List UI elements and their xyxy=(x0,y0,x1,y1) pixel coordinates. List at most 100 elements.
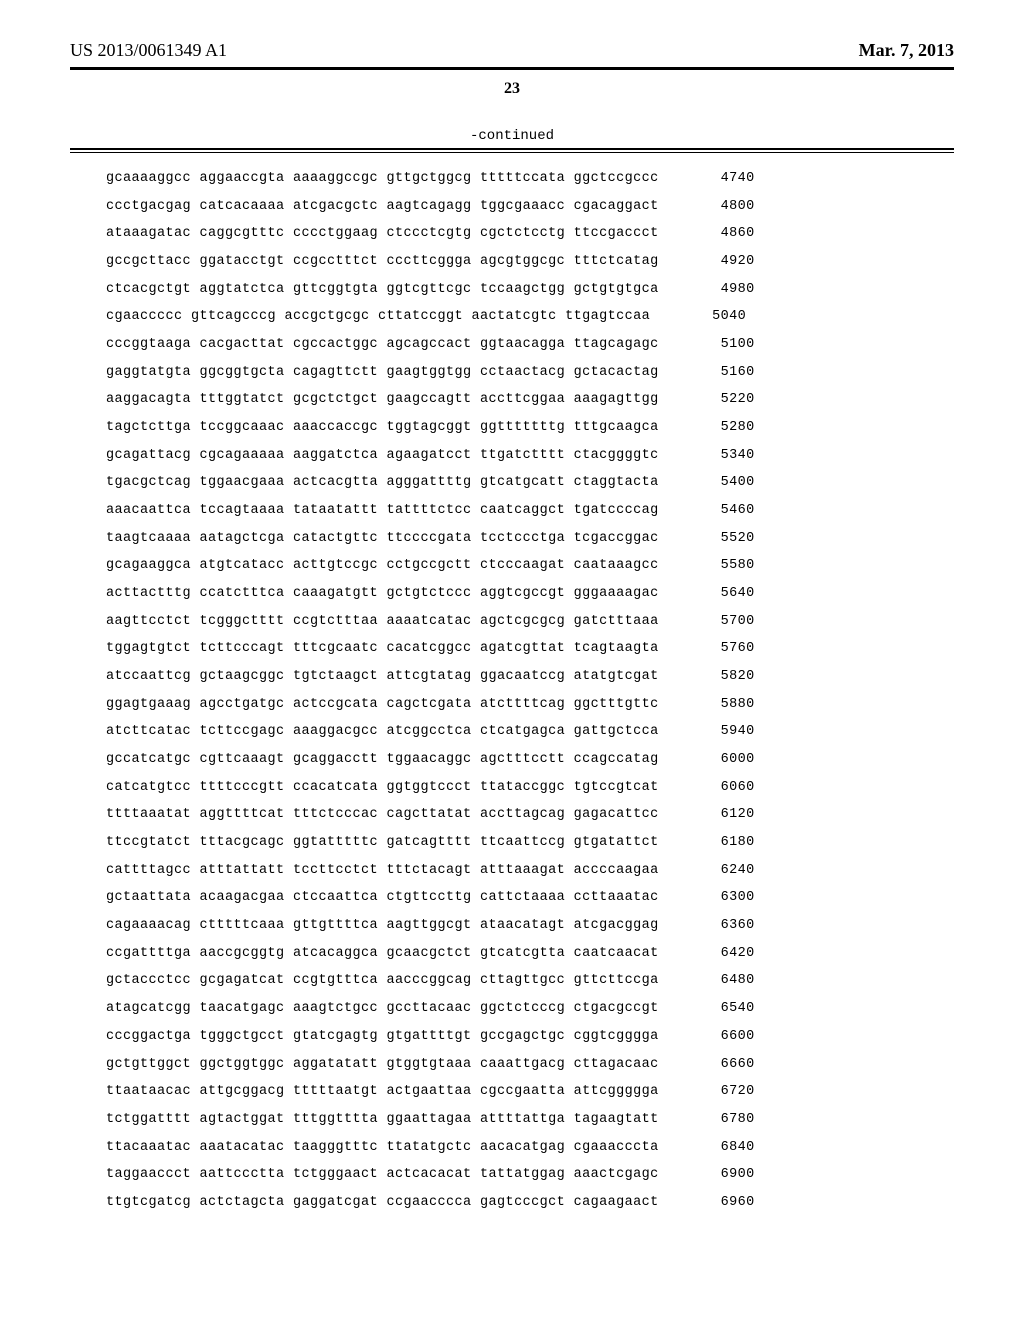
sequence-position: 5880 xyxy=(685,691,755,719)
sequence-groups: tggagtgtct tcttcccagt tttcgcaatc cacatcg… xyxy=(106,635,659,663)
sequence-row: atagcatcgg taacatgagc aaagtctgcc gccttac… xyxy=(106,995,954,1023)
sequence-position: 5700 xyxy=(685,608,755,636)
sequence-groups: ttccgtatct tttacgcagc ggtatttttc gatcagt… xyxy=(106,829,659,857)
sequence-position: 5580 xyxy=(685,552,755,580)
sequence-row: aaacaattca tccagtaaaa tataatattt tattttc… xyxy=(106,497,954,525)
sequence-row: gaggtatgta ggcggtgcta cagagttctt gaagtgg… xyxy=(106,359,954,387)
sequence-groups: aaggacagta tttggtatct gcgctctgct gaagcca… xyxy=(106,386,659,414)
sequence-groups: gctgttggct ggctggtggc aggatatatt gtggtgt… xyxy=(106,1051,659,1079)
sequence-groups: atcttcatac tcttccgagc aaaggacgcc atcggcc… xyxy=(106,718,659,746)
sequence-groups: cagaaaacag ctttttcaaa gttgttttca aagttgg… xyxy=(106,912,659,940)
sequence-row: ttttaaatat aggttttcat tttctcccac cagctta… xyxy=(106,801,954,829)
sequence-position: 5340 xyxy=(685,442,755,470)
sequence-position: 6420 xyxy=(685,940,755,968)
sequence-groups: aagttcctct tcgggctttt ccgtctttaa aaaatca… xyxy=(106,608,659,636)
sequence-groups: gcaaaaggcc aggaaccgta aaaaggccgc gttgctg… xyxy=(106,165,659,193)
sequence-groups: tagctcttga tccggcaaac aaaccaccgc tggtagc… xyxy=(106,414,659,442)
sequence-groups: ttaataacac attgcggacg tttttaatgt actgaat… xyxy=(106,1078,659,1106)
sequence-groups: atccaattcg gctaagcggc tgtctaagct attcgta… xyxy=(106,663,659,691)
sequence-groups: ttttaaatat aggttttcat tttctcccac cagctta… xyxy=(106,801,659,829)
sequence-row: gcagattacg cgcagaaaaa aaggatctca agaagat… xyxy=(106,442,954,470)
sequence-position: 5460 xyxy=(685,497,755,525)
sequence-rule-thin xyxy=(70,152,954,153)
sequence-row: ataaagatac caggcgtttc cccctggaag ctccctc… xyxy=(106,220,954,248)
sequence-row: gccgcttacc ggatacctgt ccgcctttct cccttcg… xyxy=(106,248,954,276)
sequence-row: cagaaaacag ctttttcaaa gttgttttca aagttgg… xyxy=(106,912,954,940)
sequence-groups: acttactttg ccatctttca caaagatgtt gctgtct… xyxy=(106,580,659,608)
sequence-position: 6960 xyxy=(685,1189,755,1217)
sequence-groups: gaggtatgta ggcggtgcta cagagttctt gaagtgg… xyxy=(106,359,659,387)
continued-label: -continued xyxy=(70,128,954,144)
sequence-row: gcaaaaggcc aggaaccgta aaaaggccgc gttgctg… xyxy=(106,165,954,193)
sequence-row: ctcacgctgt aggtatctca gttcggtgta ggtcgtt… xyxy=(106,276,954,304)
sequence-row: ccgattttga aaccgcggtg atcacaggca gcaacgc… xyxy=(106,940,954,968)
sequence-position: 5040 xyxy=(676,303,746,331)
sequence-position: 4920 xyxy=(685,248,755,276)
sequence-row: ccctgacgag catcacaaaa atcgacgctc aagtcag… xyxy=(106,193,954,221)
sequence-row: cccggactga tgggctgcct gtatcgagtg gtgattt… xyxy=(106,1023,954,1051)
sequence-position: 6120 xyxy=(685,801,755,829)
sequence-position: 5940 xyxy=(685,718,755,746)
sequence-position: 5820 xyxy=(685,663,755,691)
sequence-groups: ccgattttga aaccgcggtg atcacaggca gcaacgc… xyxy=(106,940,659,968)
sequence-groups: cccggactga tgggctgcct gtatcgagtg gtgattt… xyxy=(106,1023,659,1051)
sequence-groups: aaacaattca tccagtaaaa tataatattt tattttc… xyxy=(106,497,659,525)
sequence-position: 6240 xyxy=(685,857,755,885)
sequence-row: gctaattata acaagacgaa ctccaattca ctgttcc… xyxy=(106,884,954,912)
sequence-row: tggagtgtct tcttcccagt tttcgcaatc cacatcg… xyxy=(106,635,954,663)
publication-date: Mar. 7, 2013 xyxy=(859,40,954,61)
sequence-position: 5160 xyxy=(685,359,755,387)
sequence-position: 6540 xyxy=(685,995,755,1023)
sequence-row: cgaaccccc gttcagcccg accgctgcgc cttatccg… xyxy=(106,303,954,331)
sequence-position: 4860 xyxy=(685,220,755,248)
sequence-position: 6780 xyxy=(685,1106,755,1134)
sequence-row: tctggatttt agtactggat tttggtttta ggaatta… xyxy=(106,1106,954,1134)
page-number: 23 xyxy=(70,80,954,98)
sequence-position: 6360 xyxy=(685,912,755,940)
sequence-position: 6480 xyxy=(685,967,755,995)
sequence-groups: gctaattata acaagacgaa ctccaattca ctgttcc… xyxy=(106,884,659,912)
sequence-position: 6660 xyxy=(685,1051,755,1079)
sequence-groups: ccctgacgag catcacaaaa atcgacgctc aagtcag… xyxy=(106,193,659,221)
sequence-position: 5280 xyxy=(685,414,755,442)
sequence-position: 6840 xyxy=(685,1134,755,1162)
sequence-row: gctgttggct ggctggtggc aggatatatt gtggtgt… xyxy=(106,1051,954,1079)
sequence-position: 5760 xyxy=(685,635,755,663)
sequence-row: ttgtcgatcg actctagcta gaggatcgat ccgaacc… xyxy=(106,1189,954,1217)
sequence-position: 6300 xyxy=(685,884,755,912)
sequence-row: ttacaaatac aaatacatac taagggtttc ttatatg… xyxy=(106,1134,954,1162)
publication-number: US 2013/0061349 A1 xyxy=(70,40,227,61)
sequence-position: 5400 xyxy=(685,469,755,497)
sequence-groups: gcagaaggca atgtcatacc acttgtccgc cctgccg… xyxy=(106,552,659,580)
sequence-row: aagttcctct tcgggctttt ccgtctttaa aaaatca… xyxy=(106,608,954,636)
sequence-row: tagctcttga tccggcaaac aaaccaccgc tggtagc… xyxy=(106,414,954,442)
sequence-groups: catcatgtcc ttttcccgtt ccacatcata ggtggtc… xyxy=(106,774,659,802)
sequence-row: catcatgtcc ttttcccgtt ccacatcata ggtggtc… xyxy=(106,774,954,802)
sequence-position: 5520 xyxy=(685,525,755,553)
sequence-groups: gctaccctcc gcgagatcat ccgtgtttca aacccgg… xyxy=(106,967,659,995)
sequence-groups: taagtcaaaa aatagctcga catactgttc ttccccg… xyxy=(106,525,659,553)
sequence-groups: gccatcatgc cgttcaaagt gcaggacctt tggaaca… xyxy=(106,746,659,774)
sequence-position: 6900 xyxy=(685,1161,755,1189)
sequence-row: ttccgtatct tttacgcagc ggtatttttc gatcagt… xyxy=(106,829,954,857)
sequence-row: tgacgctcag tggaacgaaa actcacgtta agggatt… xyxy=(106,469,954,497)
sequence-groups: cccggtaaga cacgacttat cgccactggc agcagcc… xyxy=(106,331,659,359)
sequence-row: taggaaccct aattccctta tctgggaact actcaca… xyxy=(106,1161,954,1189)
sequence-groups: tgacgctcag tggaacgaaa actcacgtta agggatt… xyxy=(106,469,659,497)
sequence-groups: atagcatcgg taacatgagc aaagtctgcc gccttac… xyxy=(106,995,659,1023)
sequence-position: 6180 xyxy=(685,829,755,857)
sequence-groups: cattttagcc atttattatt tccttcctct tttctac… xyxy=(106,857,659,885)
sequence-groups: gcagattacg cgcagaaaaa aaggatctca agaagat… xyxy=(106,442,659,470)
sequence-position: 4740 xyxy=(685,165,755,193)
sequence-groups: gccgcttacc ggatacctgt ccgcctttct cccttcg… xyxy=(106,248,659,276)
sequence-groups: taggaaccct aattccctta tctgggaact actcaca… xyxy=(106,1161,659,1189)
sequence-row: acttactttg ccatctttca caaagatgtt gctgtct… xyxy=(106,580,954,608)
sequence-row: cccggtaaga cacgacttat cgccactggc agcagcc… xyxy=(106,331,954,359)
sequence-row: cattttagcc atttattatt tccttcctct tttctac… xyxy=(106,857,954,885)
sequence-position: 6600 xyxy=(685,1023,755,1051)
sequence-groups: ctcacgctgt aggtatctca gttcggtgta ggtcgtt… xyxy=(106,276,659,304)
sequence-row: atccaattcg gctaagcggc tgtctaagct attcgta… xyxy=(106,663,954,691)
sequence-row: gcagaaggca atgtcatacc acttgtccgc cctgccg… xyxy=(106,552,954,580)
sequence-block: gcaaaaggcc aggaaccgta aaaaggccgc gttgctg… xyxy=(106,165,954,1217)
sequence-rule-top xyxy=(70,148,954,150)
